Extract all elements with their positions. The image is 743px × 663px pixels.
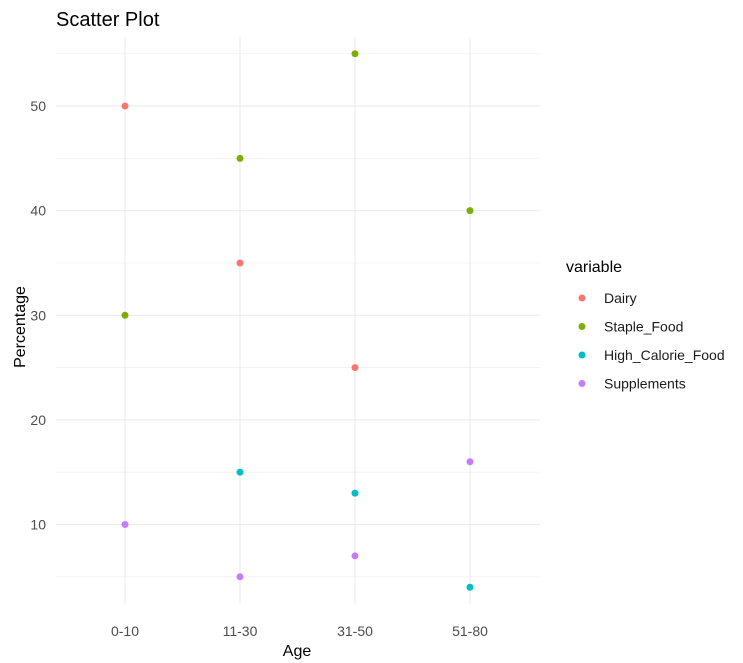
x-axis-title: Age	[283, 643, 312, 660]
x-axis-ticks: 0-10 11-30 31-50 51-80	[111, 623, 488, 639]
x-tick-label: 11-30	[223, 623, 258, 639]
chart-title: Scatter Plot	[56, 9, 160, 31]
y-tick-label: 40	[30, 203, 46, 219]
legend-label: Staple_Food	[604, 319, 683, 335]
point-staple-food	[121, 311, 129, 319]
y-tick-label: 50	[30, 98, 46, 114]
y-tick-label: 20	[30, 412, 46, 428]
legend: variable Dairy Staple_Food High_Calorie_Fo…	[566, 259, 725, 392]
y-tick-label: 30	[30, 307, 46, 323]
data-points	[121, 50, 474, 591]
point-staple-food	[466, 207, 474, 215]
legend-label: High_Calorie_Food	[604, 347, 725, 363]
point-high-calorie-food	[466, 583, 474, 591]
x-tick-label: 51-80	[452, 623, 488, 639]
grid-minor	[56, 53, 540, 578]
point-supplements	[121, 520, 129, 528]
y-tick-label: 10	[30, 516, 46, 532]
point-supplements	[466, 458, 474, 466]
x-tick-label: 0-10	[111, 623, 139, 639]
point-supplements	[236, 573, 244, 581]
point-staple-food	[351, 50, 359, 58]
point-dairy	[351, 364, 359, 372]
point-staple-food	[236, 154, 244, 162]
legend-key-staple-food	[578, 323, 586, 330]
grid-major	[56, 37, 540, 604]
y-axis-title: Percentage	[12, 286, 29, 368]
point-dairy	[236, 259, 244, 267]
legend-label: Dairy	[604, 290, 637, 306]
legend-key-dairy	[578, 294, 586, 302]
point-high-calorie-food	[236, 468, 244, 476]
legend-key-high-calorie-food	[578, 351, 586, 359]
x-tick-label: 31-50	[337, 623, 373, 639]
y-axis-ticks: 10 20 30 40 50	[30, 98, 46, 532]
legend-title: variable	[566, 259, 622, 276]
point-supplements	[351, 552, 359, 560]
legend-label: Supplements	[604, 376, 686, 392]
legend-key-supplements	[578, 380, 586, 387]
point-dairy	[121, 102, 129, 110]
point-high-calorie-food	[351, 489, 359, 497]
